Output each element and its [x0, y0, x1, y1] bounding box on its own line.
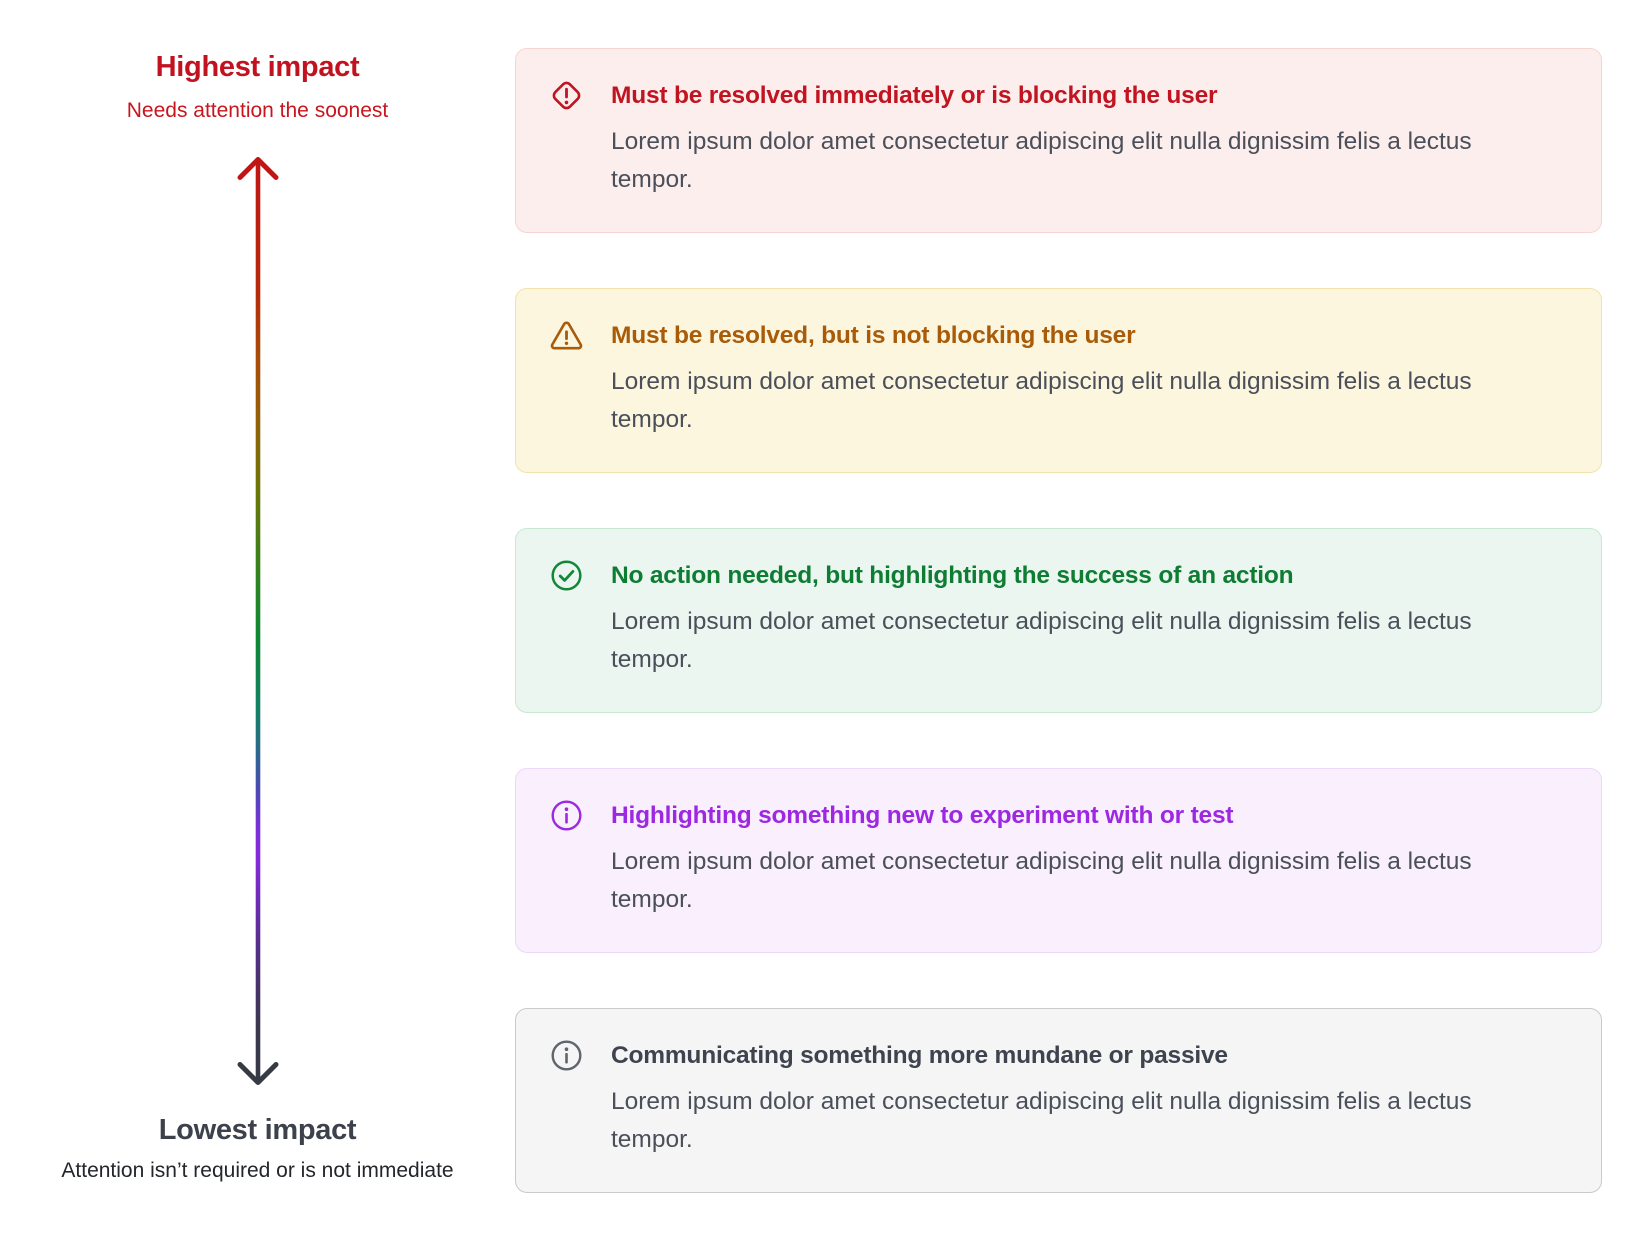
card-body-text: Lorem ipsum dolor amet consectetur adipi… [611, 1088, 1472, 1153]
arrowhead-down-icon [237, 1062, 278, 1085]
alert-triangle-icon [548, 317, 585, 354]
alert-card-warning: Must be resolved, but is not blocking th… [515, 288, 1602, 473]
card-body-text: Lorem ipsum dolor amet consectetur adipi… [611, 848, 1472, 913]
lowest-impact-label: Lowest impact [158, 1114, 357, 1146]
card-body-text: Lorem ipsum dolor amet consectetur adipi… [611, 128, 1472, 193]
card-title: Must be resolved, but is not blocking th… [611, 321, 1136, 349]
alert-cards-list: Must be resolved immediately or is block… [515, 0, 1602, 1248]
impact-axis: Highest impact Needs attention the soone… [0, 0, 515, 1248]
alert-card-critical: Must be resolved immediately or is block… [515, 48, 1602, 233]
alert-diamond-icon [548, 77, 585, 114]
card-title: Communicating something more mundane or … [611, 1041, 1228, 1069]
arrowhead-up-icon [237, 157, 278, 180]
card-title: Highlighting something new to experiment… [611, 801, 1234, 829]
highest-impact-label: Highest impact [155, 51, 360, 83]
lowest-impact-sublabel: Attention isn’t required or is not immed… [61, 1159, 454, 1182]
impact-gradient-arrow [237, 157, 278, 1085]
highest-impact-sublabel: Needs attention the soonest [126, 99, 389, 122]
card-title: Must be resolved immediately or is block… [611, 81, 1218, 109]
check-circle-icon [548, 557, 585, 594]
card-body-text: Lorem ipsum dolor amet consectetur adipi… [611, 608, 1472, 673]
info-circle-icon [548, 1037, 585, 1074]
card-body-text: Lorem ipsum dolor amet consectetur adipi… [611, 368, 1472, 433]
info-circle-icon [548, 797, 585, 834]
card-title: No action needed, but highlighting the s… [611, 561, 1294, 589]
alert-card-success: No action needed, but highlighting the s… [515, 528, 1602, 713]
alert-card-neutral: Communicating something more mundane or … [515, 1008, 1602, 1193]
alert-card-new-feature: Highlighting something new to experiment… [515, 768, 1602, 953]
